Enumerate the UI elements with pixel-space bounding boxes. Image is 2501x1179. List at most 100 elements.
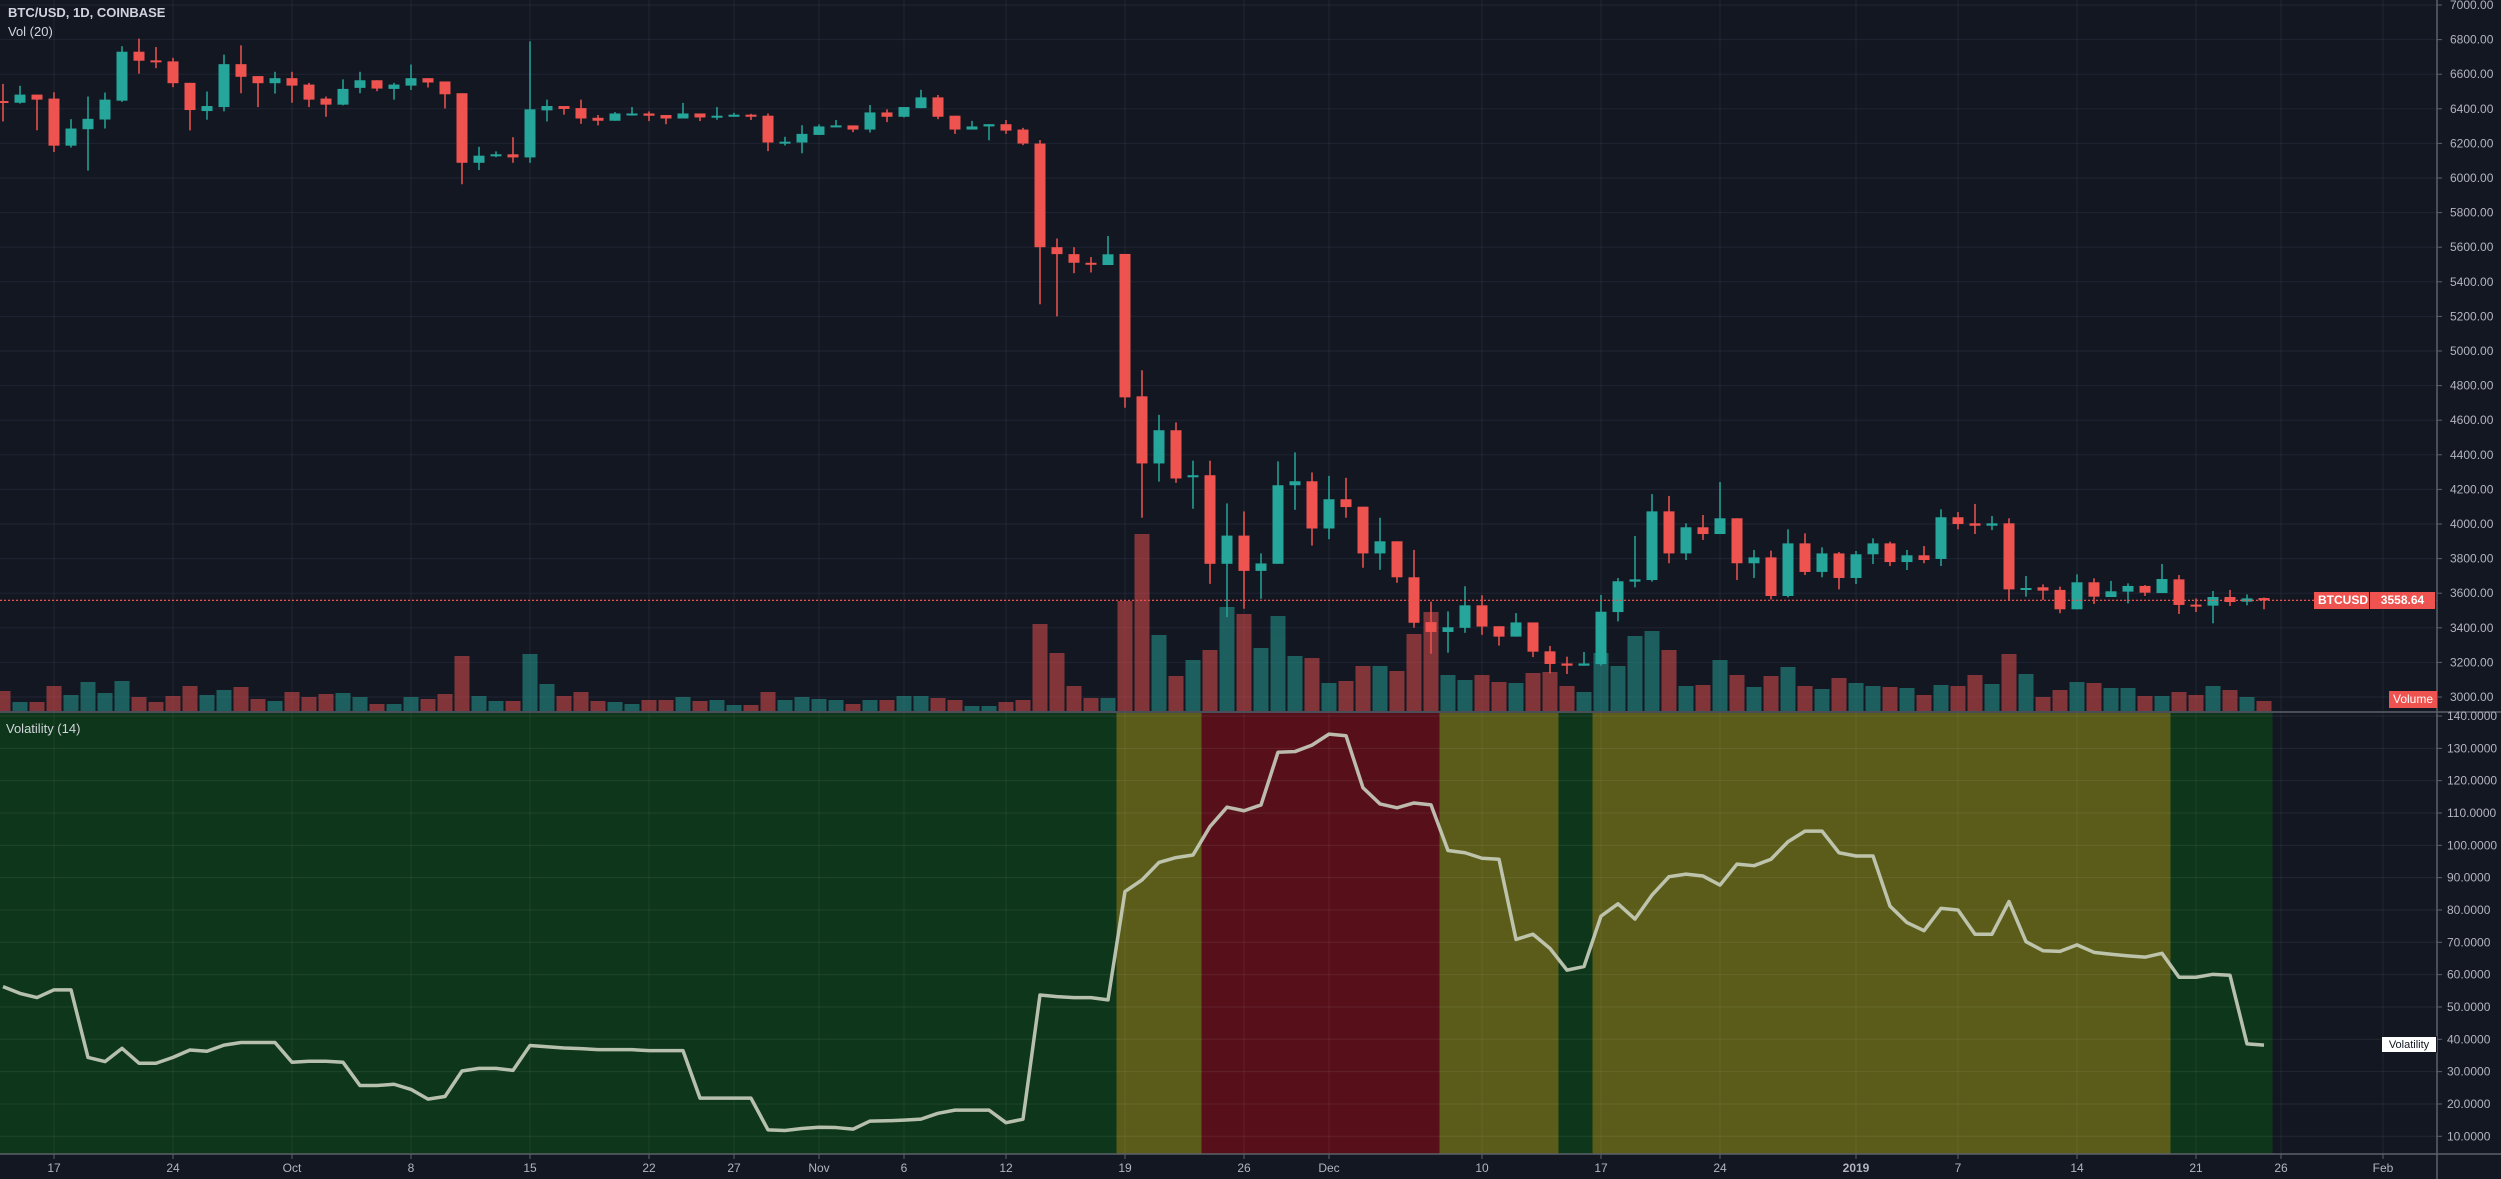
candle-body <box>779 141 791 144</box>
volume-bar <box>1661 650 1677 711</box>
volume-study-legend[interactable]: Vol (20) <box>8 24 53 39</box>
candle <box>1442 611 1454 653</box>
candle <box>1306 472 1318 546</box>
candle-body <box>711 115 723 118</box>
candle <box>966 120 978 130</box>
volume-bar <box>437 694 453 711</box>
candle <box>558 106 570 115</box>
candle-body <box>1901 555 1913 563</box>
candle-body <box>1493 626 1505 637</box>
candle-body <box>1680 527 1692 554</box>
time-axis-label: Feb <box>2373 1161 2394 1175</box>
candle-body <box>1799 543 1811 572</box>
volume-bar <box>386 704 402 711</box>
volume-bar <box>624 704 640 711</box>
volume-bar <box>1848 683 1864 711</box>
volume-bar <box>743 705 759 711</box>
candle-body <box>1442 627 1454 632</box>
candle <box>626 107 638 116</box>
candle <box>405 64 417 90</box>
candle <box>1867 538 1879 564</box>
candle <box>1544 645 1556 674</box>
candle <box>201 91 213 120</box>
volume-bar <box>1049 653 1065 711</box>
candle-body <box>2139 585 2151 593</box>
volume-bar <box>2171 692 2187 711</box>
time-axis-label: 15 <box>523 1161 537 1175</box>
candle-body <box>2071 582 2083 610</box>
volatility-series-tag: Volatility <box>2381 1036 2437 1053</box>
candle <box>677 102 689 119</box>
candle <box>303 82 315 108</box>
candle <box>286 71 298 103</box>
symbol-legend[interactable]: BTC/USD, 1D, COINBASE <box>8 5 166 20</box>
time-axis-label: 14 <box>2070 1161 2084 1175</box>
volume-bar <box>471 696 487 711</box>
volume-bar <box>1270 616 1286 711</box>
volume-bar <box>1015 700 1031 711</box>
candle-body <box>456 93 468 163</box>
time-axis-label: 6 <box>901 1161 908 1175</box>
time-axis-label: 26 <box>1237 1161 1251 1175</box>
volume-bar <box>335 693 351 711</box>
volume-bar <box>2239 697 2255 711</box>
candle <box>1119 253 1131 408</box>
volume-bar <box>964 706 980 711</box>
volume-bar <box>1304 658 1320 711</box>
price-axis-label: 3400.00 <box>2450 621 2494 635</box>
candle <box>2071 574 2083 610</box>
volume-bar <box>2001 654 2017 711</box>
candle-body <box>1238 535 1250 571</box>
volatility-zone-low <box>1558 713 1593 1154</box>
volume-bar <box>1525 673 1541 711</box>
volume-bar <box>12 702 28 711</box>
candle <box>2173 575 2185 614</box>
candle-body <box>473 155 485 163</box>
candle <box>1952 512 1964 530</box>
candle-body <box>524 109 536 158</box>
volume-bar <box>930 698 946 711</box>
candle-body <box>2020 588 2032 591</box>
volatility-study-legend[interactable]: Volatility (14) <box>6 721 81 736</box>
volume-bar <box>828 700 844 711</box>
candle-body <box>1578 663 1590 666</box>
volatility-zone-mid <box>1439 713 1559 1154</box>
candle-body <box>864 112 876 130</box>
candle-body <box>1391 541 1403 578</box>
volume-bar <box>1984 684 2000 711</box>
grid-lines <box>0 0 2437 1154</box>
candle-body <box>694 113 706 118</box>
candle <box>1782 529 1794 598</box>
candle <box>439 81 451 109</box>
candle <box>218 54 230 112</box>
candle <box>864 104 876 133</box>
price-axis-label: 4800.00 <box>2450 379 2494 393</box>
time-axis-label: 26 <box>2274 1161 2288 1175</box>
candle-body <box>1170 430 1182 479</box>
volume-bar <box>1474 675 1490 711</box>
candle <box>1051 238 1063 317</box>
volume-tag: Volume <box>2389 691 2437 708</box>
candle <box>2020 576 2032 597</box>
volume-bar <box>1780 667 1796 711</box>
candle <box>1391 541 1403 583</box>
volume-bar <box>1797 686 1813 711</box>
candle-body <box>2173 579 2185 605</box>
candle <box>1170 422 1182 483</box>
candle <box>0 83 9 122</box>
candle-body <box>932 97 944 117</box>
time-axis-label: 24 <box>1713 1161 1727 1175</box>
volatility-line <box>2 732 2265 1133</box>
time-axis-label: 17 <box>47 1161 61 1175</box>
volume-bar <box>522 654 538 711</box>
volume-bar <box>1746 687 1762 711</box>
time-axis-label: 19 <box>1118 1161 1132 1175</box>
candle-body <box>1272 485 1284 564</box>
time-axis-label: Nov <box>808 1161 829 1175</box>
volume-bar <box>1542 672 1558 711</box>
price-axis-label: 3800.00 <box>2450 552 2494 566</box>
candle-body <box>1816 553 1828 572</box>
candle <box>1068 247 1080 274</box>
volume-bar <box>2256 701 2272 711</box>
